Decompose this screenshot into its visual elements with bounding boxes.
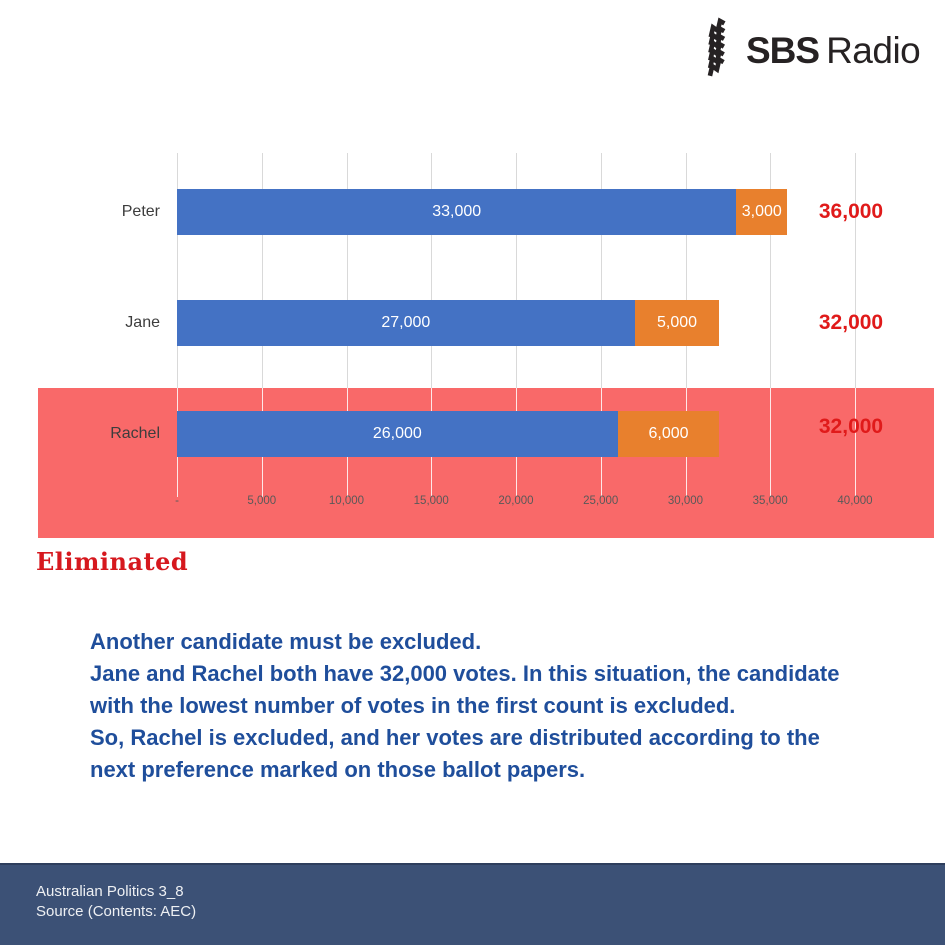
footer-bar: Australian Politics 3_8 Source (Contents… — [0, 863, 945, 945]
footer-source: Source (Contents: AEC) — [36, 903, 197, 920]
axis-tick-label: 25,000 — [583, 495, 619, 507]
grid-line — [770, 153, 772, 388]
grid-line — [177, 153, 178, 388]
explanation-line: Another candidate must be excluded. — [90, 629, 482, 654]
explanation-line: next preference marked on those ballot p… — [90, 757, 586, 782]
row-total: 32,000 — [818, 415, 884, 438]
grid-line-on-band — [855, 388, 856, 497]
bar-value-label: 5,000 — [656, 314, 698, 331]
bar-segment-2: 3,000 — [736, 189, 788, 235]
category-label: Jane — [125, 314, 160, 331]
grid-line — [516, 153, 517, 388]
bar-value-label: 6,000 — [648, 425, 689, 442]
row-total: 32,000 — [818, 311, 884, 334]
axis-tick-label: 20,000 — [498, 495, 534, 507]
axis-tick-label: 10,000 — [328, 495, 365, 507]
stacked-bar-chart: - 5,000 10,000 15,000 20,000 25,000 30,000 35,0… — [38, 153, 934, 538]
bar-segment-2: 5,000 — [634, 300, 720, 346]
footer-title: Australian Politics 3_8 — [36, 883, 184, 900]
explanation-text: Another candidate must be excluded. Jane… — [90, 626, 900, 786]
explanation-line: Jane and Rachel both have 32,000 votes. … — [90, 661, 840, 686]
sbs-logo-text: SBS — [746, 30, 820, 71]
sbs-mercator-icon — [707, 17, 726, 77]
bar-value-label: 3,000 — [741, 203, 782, 220]
bar-segment-1: 26,000 — [177, 411, 618, 457]
grid-line — [600, 153, 602, 388]
explanation-line: So, Rachel is excluded, and her votes ar… — [90, 725, 820, 750]
axis-tick-label: 40,000 — [837, 495, 873, 507]
sbs-logo-product-text: Radio — [826, 30, 921, 71]
grid-line — [346, 153, 348, 388]
category-label: Rachel — [110, 425, 160, 442]
bar-value-label: 33,000 — [432, 203, 482, 220]
axis-tick-label: 30,000 — [667, 495, 704, 507]
grid-line — [431, 153, 433, 388]
axis-tick-label: 15,000 — [413, 495, 449, 507]
explanation-line: with the lowest number of votes in the f… — [90, 693, 736, 718]
axis-tick-label: 35,000 — [752, 495, 788, 507]
category-label: Peter — [121, 203, 160, 220]
bar-segment-1: 27,000 — [177, 300, 635, 346]
sbs-radio-logo: SBS Radio — [698, 17, 921, 80]
bar-segment-1: 33,000 — [177, 189, 737, 235]
bar-value-label: 26,000 — [372, 425, 422, 442]
grid-line-on-band — [770, 388, 772, 497]
bar-segment-2: 6,000 — [617, 411, 720, 457]
axis-tick-label: 5,000 — [247, 495, 277, 507]
grid-line — [261, 153, 263, 388]
row-total: 36,000 — [818, 200, 884, 223]
grid-line — [685, 153, 687, 388]
grid-line — [855, 153, 856, 388]
axis-tick-label: - — [175, 495, 179, 507]
bar-value-label: 27,000 — [381, 314, 431, 331]
eliminated-label: Eliminated — [36, 547, 189, 576]
